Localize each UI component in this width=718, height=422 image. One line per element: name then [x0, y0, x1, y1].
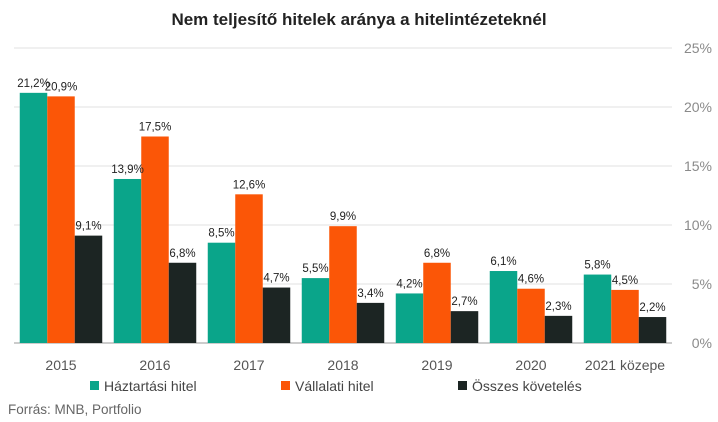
x-tick-label: 2018 [327, 357, 358, 373]
data-label: 4,2% [396, 278, 422, 290]
legend-label: Összes követelés [472, 377, 582, 394]
bar [544, 315, 573, 343]
data-label: 6,8% [169, 248, 195, 260]
legend-swatch [458, 381, 467, 390]
bar [74, 235, 103, 343]
bar [19, 92, 48, 343]
legend: Háztartási hitel Vállalati hitel Összes kö… [90, 377, 582, 394]
data-label: 4,6% [518, 274, 544, 286]
y-tick-label: 0% [692, 335, 712, 351]
legend-swatch [281, 381, 290, 390]
data-label: 13,9% [111, 164, 144, 176]
y-tick-label: 20% [684, 99, 712, 115]
bar [301, 278, 330, 343]
y-tick-label: 5% [692, 276, 712, 292]
bar [329, 226, 357, 343]
y-tick-label: 15% [684, 158, 712, 174]
bar [450, 311, 479, 343]
data-label: 9,1% [75, 221, 101, 233]
bar [262, 287, 291, 343]
data-label: 20,9% [45, 81, 78, 93]
x-tick-label: 2019 [421, 357, 452, 373]
bar [395, 293, 424, 343]
data-label: 3,4% [357, 288, 383, 300]
data-label: 4,7% [263, 273, 289, 285]
y-tick-label: 25% [684, 40, 712, 56]
data-label: 2,3% [545, 301, 571, 313]
data-label: 2,7% [451, 296, 477, 308]
data-label: 12,6% [233, 179, 266, 191]
bar [168, 262, 197, 343]
data-label: 9,9% [330, 211, 356, 223]
x-tick-label: 2017 [233, 357, 264, 373]
x-tick-label: 2020 [515, 357, 546, 373]
y-axis-ticks: 0% 5% 10% 15% 20% 25% [684, 40, 712, 351]
bar [141, 136, 169, 343]
bar [611, 289, 639, 343]
chart-title: Nem teljesítő hitelek aránya a hitelinté… [171, 10, 546, 29]
data-label: 4,5% [612, 275, 638, 287]
data-label: 5,8% [584, 260, 610, 272]
data-label: 6,1% [490, 256, 516, 268]
x-tick-label: 2015 [45, 357, 76, 373]
data-label: 8,5% [208, 228, 234, 240]
bar [583, 274, 612, 343]
data-label: 17,5% [139, 122, 172, 134]
data-label: 21,2% [17, 78, 50, 90]
bar [235, 194, 263, 343]
source-note: Forrás: MNB, Portfolio [8, 402, 142, 417]
legend-label: Háztartási hitel [104, 378, 197, 394]
data-label: 2,2% [639, 302, 665, 314]
y-tick-label: 10% [684, 217, 712, 233]
bar [423, 262, 451, 343]
bar [517, 288, 545, 343]
legend-label: Vállalati hitel [295, 378, 374, 394]
bar [113, 178, 142, 343]
bar [356, 302, 385, 343]
bar [638, 317, 667, 343]
data-label: 5,5% [302, 263, 328, 275]
x-tick-label: 2021 közepe [585, 357, 665, 373]
legend-swatch [90, 381, 99, 390]
bar [489, 271, 518, 343]
bar [47, 96, 75, 343]
bars [19, 92, 667, 343]
data-labels: 21,2%20,9% 9,1% 13,9% 17,5% 6,8% 8,5% 12,6% 4,7… [17, 78, 665, 314]
data-label: 6,8% [424, 248, 450, 260]
x-tick-label: 2016 [139, 357, 170, 373]
x-axis-ticks: 2015 2016 2017 2018 2019 2020 2021 közepe [45, 357, 665, 373]
bar [207, 242, 236, 343]
